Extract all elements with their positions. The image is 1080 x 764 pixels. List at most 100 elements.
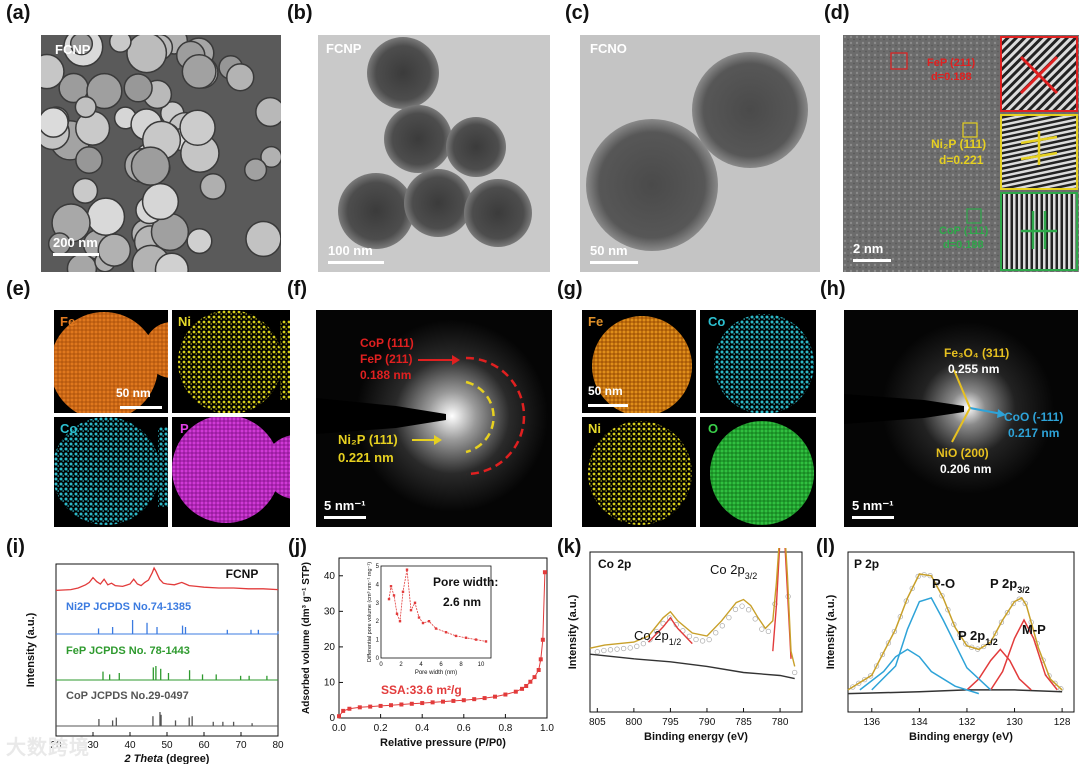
bet-point — [542, 570, 547, 575]
xps-p-raw-point — [862, 676, 868, 683]
sem-particle — [260, 145, 281, 169]
xrd-chart: 20 30 40 50 60 70 80 2 Theta (degree) Intensity … — [25, 563, 284, 764]
bet-inset-point — [464, 636, 468, 639]
eds-p-label: P — [180, 421, 189, 436]
bet-point — [482, 696, 487, 701]
xps-co-raw-point — [607, 647, 614, 653]
xps-co-raw-point — [719, 623, 725, 629]
sem-particle — [69, 35, 94, 56]
xps-p-raw-point — [963, 641, 969, 647]
sem-particle — [243, 158, 268, 182]
xps-co-tick-label: 800 — [626, 717, 643, 728]
xps-p-raw-point — [856, 680, 862, 686]
bet-inset-ytick-label: 4 — [376, 582, 380, 588]
sem-particle — [126, 35, 168, 74]
bet-inset-frame — [380, 565, 492, 659]
bet-inset-point — [389, 585, 393, 588]
bet-inset-ylabel: Differential pore volume (cm³ nm⁻¹ mg⁻¹) — [367, 562, 373, 662]
bet-xtick-label: 0.8 — [498, 723, 512, 734]
xps-p-ylabel: Intensity (a.u.) — [825, 594, 837, 669]
panel-letter-f: (f) — [287, 278, 307, 300]
saed-fcno-d1: 0.255 nm — [948, 362, 1000, 376]
saed-fcno-d3: 0.206 nm — [940, 462, 992, 476]
sem-particle — [141, 182, 180, 221]
sem-particle — [72, 177, 99, 204]
xps-p-raw-point — [903, 598, 909, 604]
xps-p-raw-point — [897, 614, 903, 620]
panel-letter-b: (b) — [287, 2, 313, 24]
panel-letter-h: (h) — [820, 278, 846, 300]
xps-co-raw-point — [601, 647, 607, 654]
eds-ni-label: Ni — [178, 314, 191, 329]
bet-point — [493, 694, 497, 699]
xps-p-raw-point — [998, 619, 1005, 625]
eds-scale-bar — [120, 406, 162, 409]
xps-co-title: Co 2p — [598, 557, 631, 571]
bet-ytick-label: 0 — [329, 713, 335, 724]
xps-p-series-line — [990, 618, 1058, 691]
bet-point — [538, 657, 543, 662]
xps-co-raw-point — [739, 603, 745, 609]
panel-letter-g: (g) — [557, 278, 583, 300]
sem-particles — [41, 35, 281, 272]
xps-p-raw-point — [945, 607, 951, 613]
bet-point — [357, 705, 362, 710]
sem-particle — [186, 228, 213, 255]
panel-letter-d: (d) — [824, 2, 850, 24]
bet-inset-point — [474, 638, 478, 641]
bet-inset-xtick-label: 6 — [439, 662, 443, 668]
eds-fe-label: Fe — [60, 314, 76, 329]
eds-map-ni: Ni — [172, 310, 290, 413]
bet-point — [389, 703, 393, 708]
xrd-ylabel: Intensity (a.u.) — [25, 612, 37, 687]
xps-co-frame — [589, 551, 803, 713]
hrtem-lattice — [843, 35, 1079, 272]
bet-frame — [338, 557, 548, 719]
xrd-tick-label: 50 — [161, 740, 173, 751]
bet-point — [524, 684, 529, 688]
xps-p-title: P 2p — [854, 557, 879, 571]
xps-co-series-line — [647, 616, 693, 645]
xps-co-raw-point — [594, 649, 600, 655]
bet-ytick-label: 10 — [324, 677, 336, 688]
xrd-xlabel: 2 Theta (degree) — [124, 753, 210, 764]
bet-inset-point — [395, 612, 399, 616]
bet-point — [461, 698, 466, 703]
saed-fcnp: CoP (111) FeP (211) 0.188 nm Ni₂P (111) … — [316, 310, 552, 527]
xrd-tick-label: 80 — [272, 740, 284, 751]
eds-fcno-scale-bar — [588, 404, 628, 407]
bet-xlabel: Relative pressure (P/P0) — [380, 737, 506, 749]
bet-point — [451, 698, 456, 703]
xrd-ref-legend: Ni2P JCPDS No.74-1385 — [66, 601, 191, 613]
bet-inset-point — [398, 620, 402, 623]
sem-particle — [41, 107, 69, 138]
xps-p-raw-point — [992, 630, 999, 636]
xps-p-raw-point — [986, 640, 993, 646]
tem-fcno-label: FCNO — [590, 41, 627, 56]
panel-letter-i: (i) — [6, 536, 25, 558]
saed-d1-label: 0.188 nm — [360, 368, 412, 382]
sem-particle — [199, 173, 227, 200]
xps-p-raw-point — [850, 684, 856, 690]
xps-co-raw-point — [627, 645, 633, 651]
tem-fcno-spheres — [586, 52, 808, 251]
tem-fcno-scale-bar — [590, 261, 638, 264]
sem-particle — [181, 54, 217, 90]
eds-fcno-map-ni: Ni — [582, 417, 696, 527]
xps-p-raw-point — [939, 593, 945, 599]
bet-point — [409, 701, 414, 706]
xps-p-raw-point — [1022, 600, 1028, 607]
xps-co-raw-point — [765, 628, 772, 635]
bet-inset-point — [392, 594, 396, 597]
bet-inset-xtick-label: 0 — [379, 662, 383, 668]
xps-co-raw-point — [745, 607, 752, 613]
bet-inset-point — [417, 616, 421, 619]
bet-point — [368, 704, 373, 709]
saed-cop-label: CoP (111) — [360, 336, 414, 350]
hrtem-fep-d: d=0.188 — [931, 71, 972, 83]
eds-fcno-map-o: O — [700, 417, 816, 527]
sem-particle — [108, 35, 132, 53]
bet-point — [347, 706, 352, 711]
xrd-tick-label: 40 — [124, 740, 136, 751]
xrd-tick-label: 30 — [87, 740, 99, 751]
